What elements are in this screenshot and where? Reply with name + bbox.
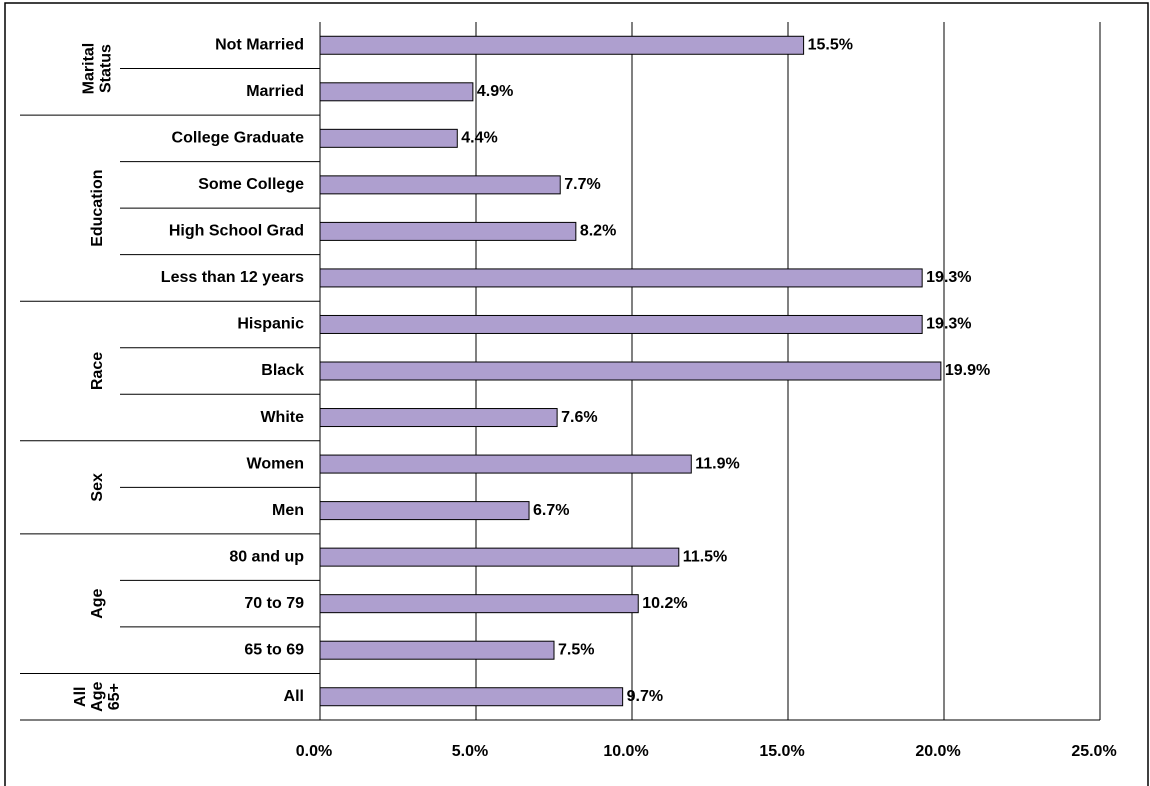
x-tick-label: 5.0% <box>452 743 488 760</box>
group-label-line: Age <box>89 682 106 712</box>
value-label: 7.5% <box>558 641 594 658</box>
bar <box>319 547 680 567</box>
bar <box>319 82 474 102</box>
x-tick-label: 0.0% <box>296 743 332 760</box>
group-label-line: Education <box>89 169 106 246</box>
y-tick-label: Black <box>261 362 304 379</box>
bar <box>319 454 692 474</box>
y-tick-label: Not Married <box>215 36 304 53</box>
y-tick-label: Married <box>246 83 304 100</box>
value-label: 19.3% <box>926 316 971 333</box>
y-tick-label: High School Grad <box>169 223 304 240</box>
bar <box>319 175 561 195</box>
bar <box>319 361 942 381</box>
y-tick-label: Women <box>247 455 304 472</box>
bar <box>319 501 530 521</box>
x-tick-label: 25.0% <box>1071 743 1116 760</box>
bar <box>319 687 624 707</box>
group-label-line: Race <box>89 352 106 390</box>
y-tick-label: Some College <box>198 176 304 193</box>
value-label: 7.6% <box>561 409 597 426</box>
value-label: 19.9% <box>945 362 990 379</box>
bar <box>319 408 558 428</box>
group-label-line: Sex <box>89 473 106 502</box>
group-label-line: Marital <box>81 43 98 95</box>
x-tick-label: 20.0% <box>915 743 960 760</box>
group-label: AllAge65+ <box>72 682 123 712</box>
bar <box>319 314 923 334</box>
y-tick-label: 65 to 69 <box>244 641 304 658</box>
y-tick-label: 70 to 79 <box>244 595 304 612</box>
value-label: 8.2% <box>580 223 616 240</box>
y-tick-label: Less than 12 years <box>161 269 304 286</box>
value-label: 11.5% <box>683 548 727 565</box>
bar <box>319 35 805 55</box>
y-tick-label: College Graduate <box>172 130 305 147</box>
bar <box>319 640 555 660</box>
group-label-line: Age <box>89 588 106 618</box>
y-tick-label: Hispanic <box>237 316 304 333</box>
value-label: 19.3% <box>926 269 971 286</box>
bar <box>319 221 577 241</box>
value-label: 15.5% <box>808 36 853 53</box>
group-label-line: 65+ <box>106 683 123 710</box>
group-label: Sex <box>89 473 106 502</box>
group-label: Education <box>89 169 106 246</box>
y-tick-label: All <box>284 688 304 705</box>
x-tick-label: 15.0% <box>759 743 804 760</box>
value-label: 10.2% <box>642 595 687 612</box>
x-tick-label: 10.0% <box>603 743 648 760</box>
value-label: 4.4% <box>461 130 497 147</box>
value-label: 11.9% <box>695 455 739 472</box>
value-label: 6.7% <box>533 502 569 519</box>
value-label: 9.7% <box>627 688 663 705</box>
group-label-line: Status <box>98 44 115 93</box>
y-tick-label: 80 and up <box>229 548 304 565</box>
bar <box>319 594 639 614</box>
value-label: 4.9% <box>477 83 513 100</box>
group-label: MaritalStatus <box>81 43 115 95</box>
frame <box>4 2 1149 786</box>
bar <box>319 128 458 148</box>
group-label: Race <box>89 352 106 390</box>
bar <box>319 268 923 288</box>
y-tick-label: Men <box>272 502 304 519</box>
group-label: Age <box>89 588 106 618</box>
group-label-line: All <box>72 687 89 707</box>
y-tick-label: White <box>260 409 304 426</box>
value-label: 7.7% <box>564 176 600 193</box>
